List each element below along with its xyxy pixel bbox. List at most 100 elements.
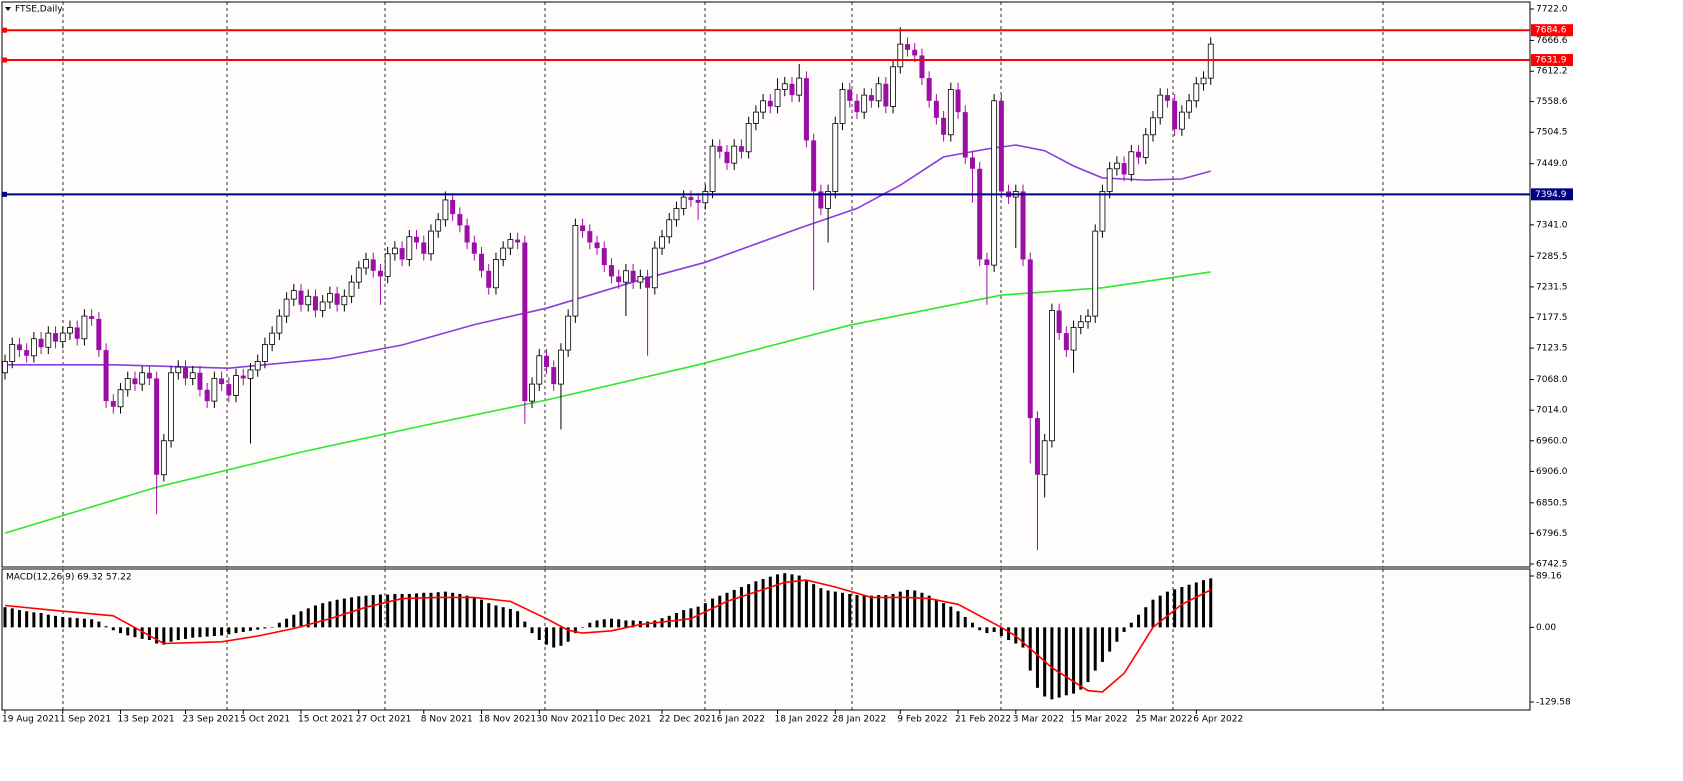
- macd-bar: [956, 611, 960, 628]
- macd-bar: [1021, 627, 1025, 648]
- candle-body: [933, 100, 939, 118]
- candle-body: [89, 316, 95, 319]
- macd-bar: [328, 601, 332, 628]
- macd-bar: [364, 595, 368, 628]
- candle-body: [666, 219, 673, 238]
- macd-bar: [227, 627, 231, 635]
- candle-body: [1049, 310, 1055, 442]
- candle-body: [197, 372, 203, 390]
- y-tick-label: 7722.0: [1536, 5, 1568, 15]
- candle-body: [391, 247, 398, 255]
- candle-body: [969, 157, 975, 169]
- macd-bar: [566, 627, 570, 642]
- x-tick-label: 18 Jan 2022: [775, 715, 829, 725]
- x-tick-label: 23 Sep 2021: [183, 715, 240, 725]
- menu-arrow[interactable]: [5, 7, 11, 11]
- macd-bar: [927, 595, 931, 628]
- macd-bar: [393, 593, 397, 628]
- y-tick-label: 7612.2: [1536, 67, 1568, 77]
- macd-bar: [169, 627, 173, 642]
- candle-body: [781, 83, 788, 90]
- x-tick-label: 9 Feb 2022: [897, 715, 947, 725]
- candle-body: [1142, 134, 1149, 158]
- level-handle: [2, 57, 7, 63]
- candle-body: [645, 276, 651, 288]
- level-handle: [2, 191, 7, 197]
- x-tick-label: 6 Jan 2022: [717, 715, 765, 725]
- macd-bar: [631, 620, 635, 628]
- candle-body: [919, 55, 925, 79]
- candle-body: [1034, 418, 1040, 475]
- candle-body: [926, 78, 932, 101]
- candle-body: [962, 112, 968, 158]
- candle-body: [861, 94, 868, 113]
- candle-body: [486, 270, 492, 288]
- candle-body: [717, 146, 723, 152]
- candle-body: [839, 89, 846, 124]
- macd-panel: [1, 568, 1531, 711]
- macd-bar: [1100, 627, 1104, 662]
- x-tick-label: 13 Sep 2021: [118, 715, 175, 725]
- macd-bar: [386, 594, 390, 628]
- macd-bar: [443, 591, 447, 628]
- macd-bar: [761, 578, 765, 628]
- candle-body: [312, 296, 318, 311]
- y-tick-label: 0.00: [1536, 623, 1556, 633]
- candle-body: [601, 248, 607, 266]
- candle-body: [1085, 315, 1091, 323]
- macd-bar: [292, 614, 296, 628]
- candle-body: [428, 230, 434, 255]
- candle-body: [319, 301, 326, 311]
- x-tick-label: 21 Feb 2022: [955, 715, 1011, 725]
- candle-body: [637, 276, 644, 283]
- macd-bar: [480, 599, 484, 628]
- macd-bar: [653, 620, 657, 628]
- candle-body: [507, 239, 514, 249]
- candle-body: [132, 378, 138, 385]
- macd-bar: [140, 627, 144, 639]
- candle-body: [832, 123, 839, 192]
- macd-bar: [1209, 578, 1213, 628]
- price-panel: [1, 1, 1531, 568]
- candle-body: [370, 259, 376, 271]
- candle-body: [572, 225, 579, 317]
- candle-body: [724, 151, 730, 164]
- candle-body: [146, 372, 152, 379]
- macd-bar: [306, 608, 310, 628]
- candle-body: [479, 253, 485, 271]
- candle-body: [1172, 100, 1178, 130]
- candle-body: [587, 231, 593, 243]
- macd-bar: [422, 592, 426, 628]
- candle-body: [298, 290, 304, 305]
- macd-bar: [581, 627, 585, 628]
- y-tick-label: 6960.0: [1536, 436, 1568, 446]
- macd-bar: [1072, 627, 1076, 694]
- macd-bar: [451, 592, 455, 628]
- macd-bar: [523, 621, 527, 628]
- candle-body: [947, 89, 954, 136]
- candle-body: [529, 383, 535, 402]
- level-handle: [2, 27, 7, 33]
- candle-body: [515, 239, 521, 243]
- macd-bar: [429, 592, 433, 628]
- macd-bar: [234, 627, 238, 634]
- candle-body: [774, 89, 781, 107]
- macd-bar: [530, 627, 534, 634]
- candle-body: [406, 236, 413, 260]
- macd-bar: [573, 627, 577, 634]
- candle-body: [1063, 333, 1069, 351]
- macd-bar: [248, 627, 252, 631]
- macd-bar: [1158, 595, 1162, 628]
- macd-bar: [458, 593, 462, 628]
- macd-bar: [465, 595, 469, 628]
- candle-body: [269, 332, 276, 345]
- macd-bar: [3, 607, 7, 628]
- y-tick-label: 7177.5: [1536, 313, 1568, 323]
- x-tick-label: 10 Dec 2021: [594, 715, 652, 725]
- macd-bar: [963, 616, 967, 628]
- macd-bar: [545, 627, 548, 645]
- candle-body: [702, 191, 709, 204]
- macd-bar: [1050, 627, 1054, 700]
- candle-body: [154, 378, 160, 475]
- macd-bar: [624, 620, 628, 628]
